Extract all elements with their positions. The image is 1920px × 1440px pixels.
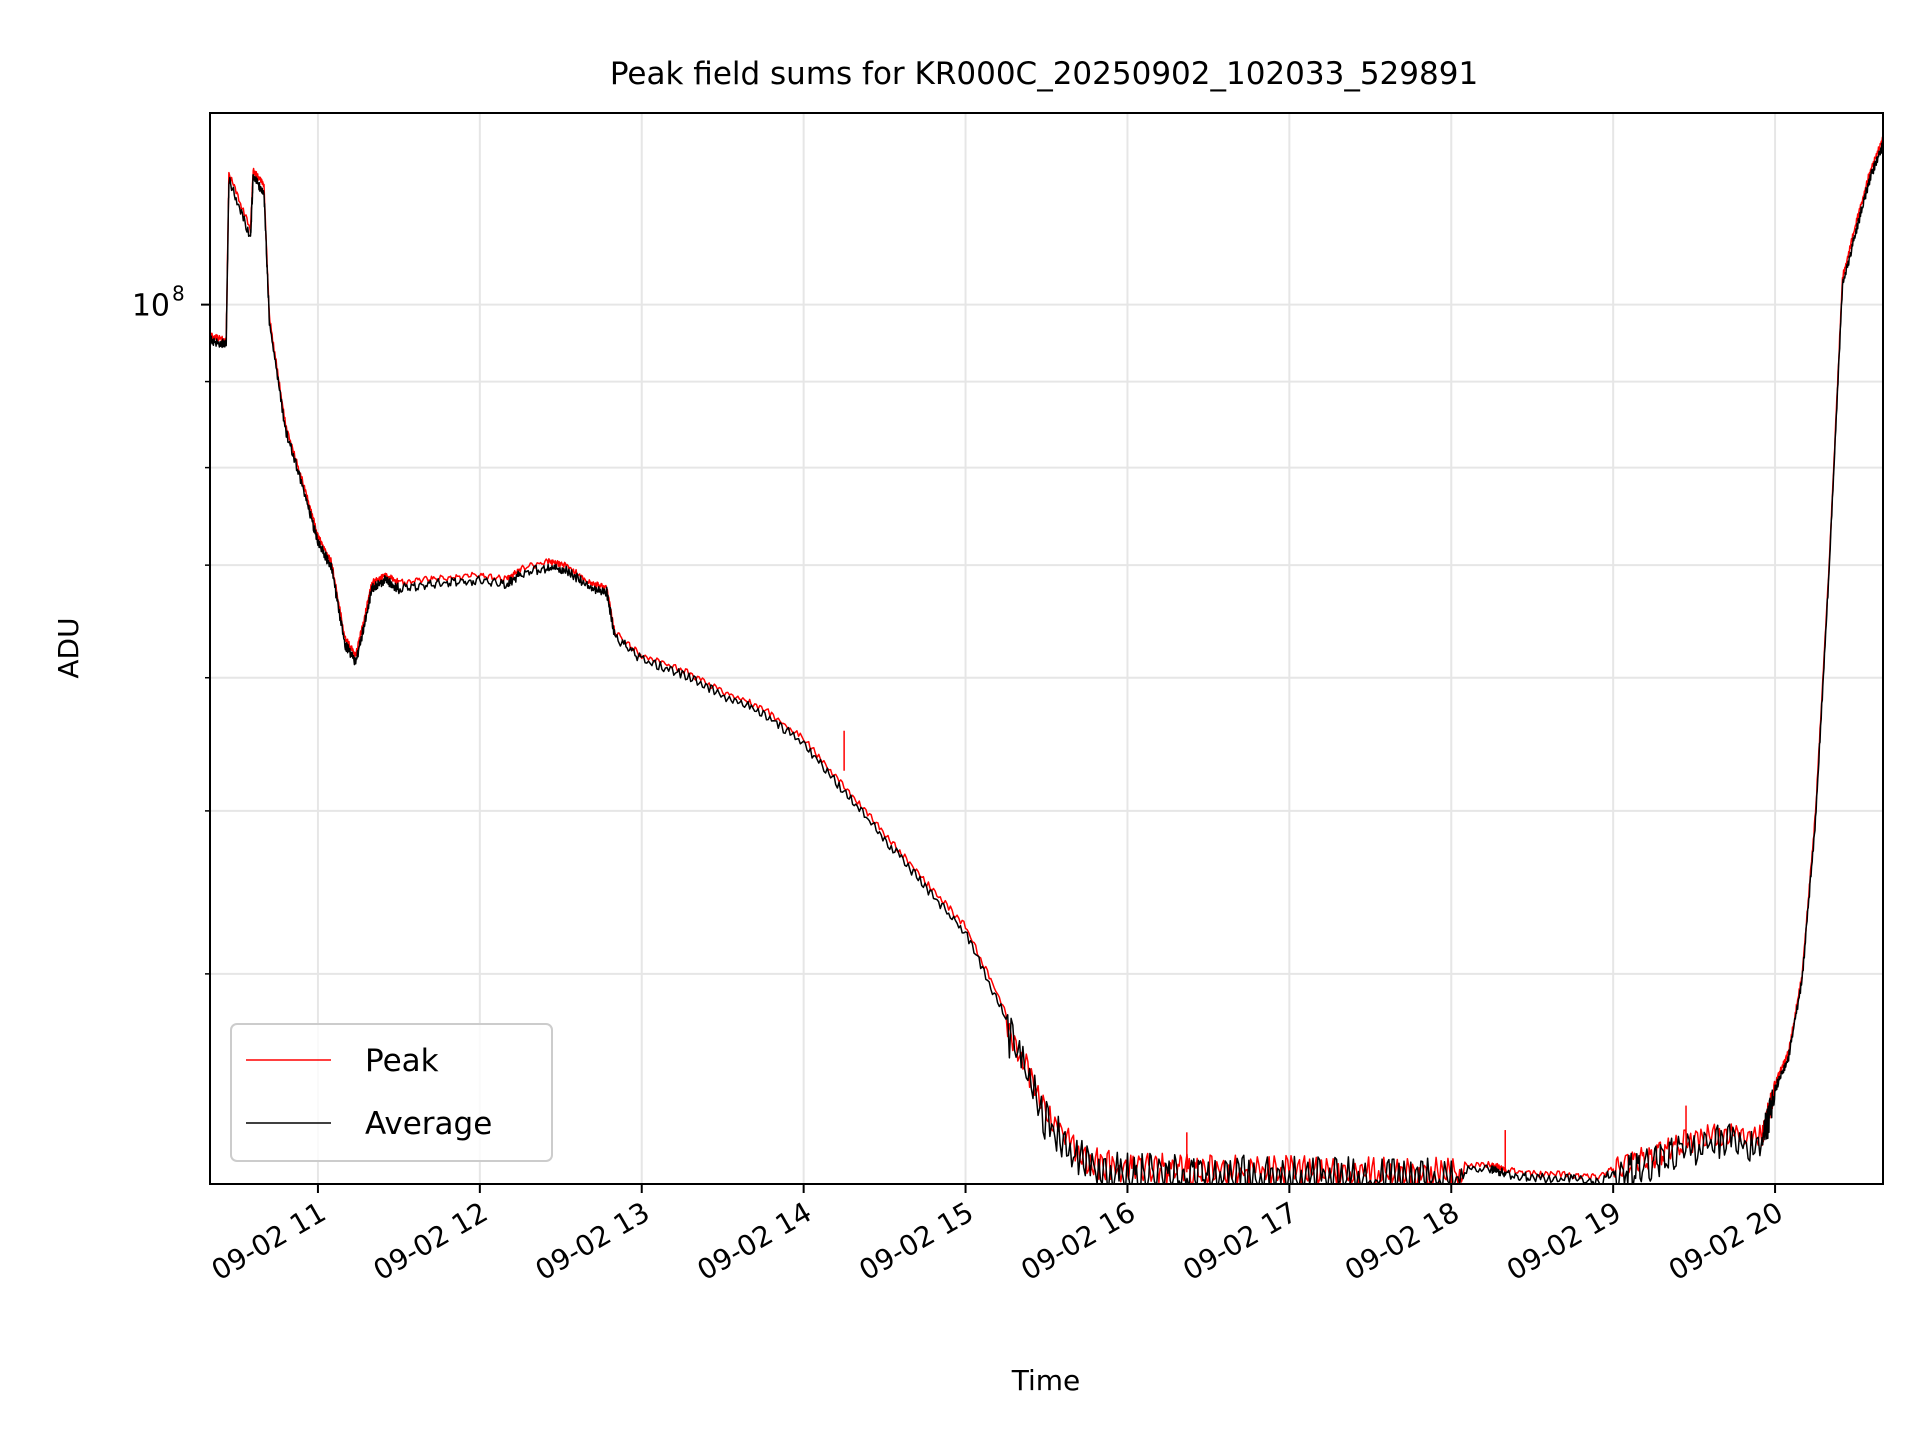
series-line-peak	[209, 135, 1884, 1185]
legend: Peak Average	[230, 1023, 553, 1162]
series-lines	[209, 135, 1884, 1185]
series-line-average	[209, 141, 1884, 1185]
legend-average-label: Average	[365, 1106, 492, 1142]
legend-peak-label: Peak	[365, 1043, 439, 1079]
grid-lines	[210, 113, 1883, 1184]
y-tick-exponent: 8	[172, 282, 185, 306]
chart-title: Peak field sums for KR000C_20250902_1020…	[610, 56, 1478, 92]
y-axis-label: ADU	[52, 617, 85, 678]
x-axis-label: Time	[1011, 1364, 1081, 1397]
plot-frame	[209, 112, 1884, 1185]
y-tick-label: 10	[132, 289, 170, 324]
y-axis-ticks: 10 8	[132, 282, 210, 975]
legend-box	[230, 1023, 553, 1162]
